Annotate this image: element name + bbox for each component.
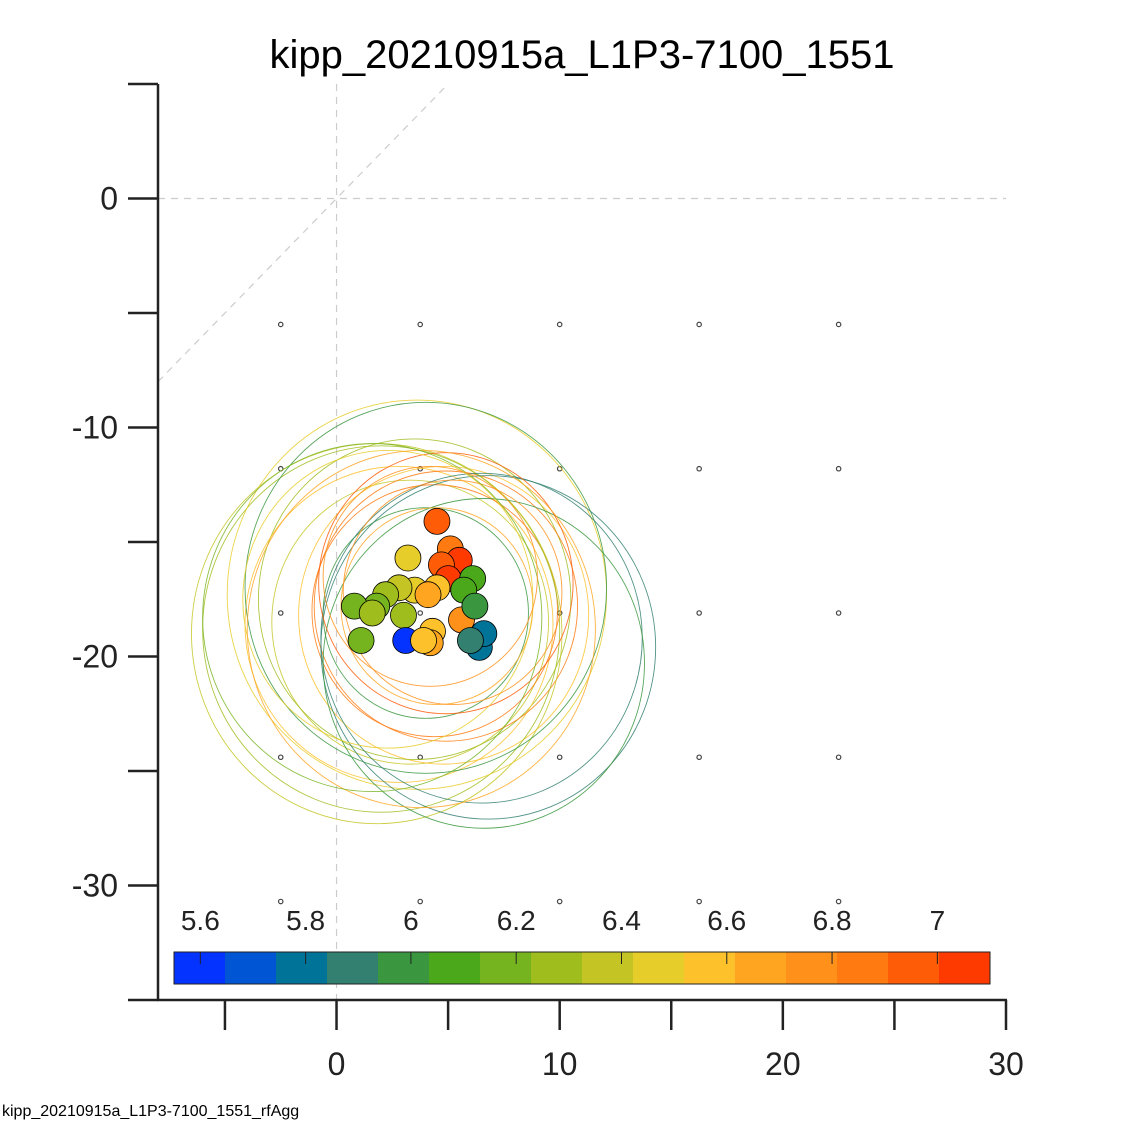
- data-point: [390, 601, 417, 629]
- colorbar-tick-label: 6.8: [813, 905, 852, 936]
- y-tick-label: -30: [72, 868, 118, 904]
- rf-circle: [244, 401, 607, 774]
- x-tick-label: 10: [542, 1046, 578, 1082]
- y-tick-label: 0: [100, 181, 118, 217]
- electrode-grid-markers: [277, 321, 842, 905]
- colorbar-segment: [429, 952, 481, 984]
- grid-marker: [556, 321, 563, 328]
- grid-marker: [835, 610, 842, 616]
- grid-marker: [556, 898, 563, 905]
- colorbar-segment: [480, 952, 532, 984]
- grid-marker: [417, 754, 424, 761]
- grid-marker: [417, 321, 424, 328]
- colorbar-segment: [888, 952, 940, 984]
- rf-circle: [246, 449, 596, 809]
- rf-circle: [242, 449, 534, 749]
- rf-circle: [271, 479, 549, 765]
- grid-marker: [277, 321, 284, 328]
- rf-circle: [257, 438, 572, 761]
- colorbar-segment: [633, 952, 685, 984]
- colorbar-segment: [582, 952, 634, 984]
- grid-marker: [417, 610, 424, 616]
- grid-marker: [696, 754, 702, 761]
- figure-footer-label: kipp_20210915a_L1P3-7100_1551_rfAgg: [2, 1103, 299, 1120]
- grid-marker: [696, 898, 702, 905]
- x-tick-label: 0: [328, 1046, 346, 1082]
- colorbar-tick-label: 5.6: [181, 905, 220, 936]
- data-point: [457, 627, 484, 654]
- colorbar-segment: [327, 952, 379, 984]
- data-point: [461, 592, 489, 620]
- grid-marker: [277, 610, 284, 616]
- rf-circle: [318, 452, 574, 715]
- x-tick-label: 30: [988, 1046, 1024, 1082]
- colorbar-segment: [276, 952, 328, 984]
- colorbar-tick-label: 5.8: [286, 905, 325, 936]
- data-point: [414, 581, 442, 609]
- colorbar-segment: [837, 952, 889, 984]
- data-point: [410, 627, 437, 654]
- grid-marker: [835, 465, 842, 472]
- colorbar-segment: [225, 952, 277, 984]
- grid-marker: [417, 898, 424, 905]
- reference-lines: [158, 84, 1006, 1000]
- colorbar-segment: [939, 952, 991, 984]
- x-tick-label: 20: [765, 1046, 801, 1082]
- colorbar-segment: [174, 952, 226, 984]
- diagonal-reference-line: [158, 84, 449, 383]
- grid-marker: [835, 321, 842, 328]
- colorbar-segment: [786, 952, 838, 984]
- data-point: [358, 599, 386, 627]
- colorbar-segment: [735, 952, 787, 984]
- colorbar-tick-label: 7: [930, 905, 946, 936]
- rf-center-points: [340, 507, 498, 661]
- data-point: [423, 507, 451, 535]
- y-tick-label: -10: [72, 410, 118, 446]
- grid-marker: [835, 898, 842, 905]
- chart-title: kipp_20210915a_L1P3-7100_1551: [269, 33, 894, 77]
- rf-circle: [322, 465, 538, 687]
- rf-circle: [342, 479, 563, 706]
- rf-circle: [202, 445, 561, 813]
- colorbar-segment: [531, 952, 583, 984]
- colorbar-tick-label: 6.6: [707, 905, 746, 936]
- rf-outline-circles: [191, 399, 657, 829]
- rf-circle: [322, 498, 645, 829]
- colorbar-tick-label: 6.4: [602, 905, 641, 936]
- rf-circle: [313, 470, 578, 742]
- grid-marker: [835, 754, 842, 761]
- colorbar-segment: [684, 952, 736, 984]
- axes: -30 -20 -10 0 0 10 20 30: [72, 82, 1024, 1082]
- y-tick-label: -20: [72, 639, 118, 675]
- data-point: [347, 627, 375, 654]
- grid-marker: [556, 754, 563, 761]
- grid-marker: [696, 610, 702, 616]
- colorbar-segment: [378, 952, 430, 984]
- grid-marker: [696, 321, 702, 328]
- colorbar-tick-label: 6: [403, 905, 419, 936]
- rf-circle: [202, 443, 543, 793]
- colorbar-tick-label: 6.2: [497, 905, 536, 936]
- grid-marker: [277, 754, 284, 761]
- data-point: [394, 544, 422, 572]
- grid-marker: [277, 898, 284, 905]
- rf-circle: [320, 475, 657, 820]
- rf-circle: [298, 465, 590, 765]
- colorbar: 5.6 5.8 6 6.2 6.4 6.6 6.8 7: [173, 905, 991, 985]
- grid-marker: [696, 465, 702, 472]
- colorbar-frame: [173, 951, 991, 985]
